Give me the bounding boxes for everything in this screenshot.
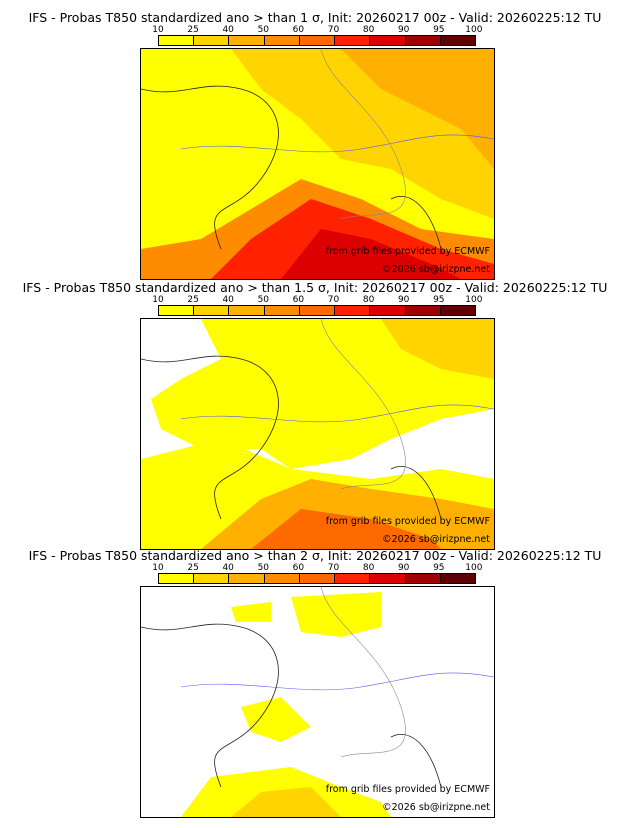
map-fill: [141, 49, 494, 279]
probability-map: from grib files provided by ECMWF ©2026 …: [140, 586, 495, 818]
legend-swatch: [299, 36, 336, 45]
legend-colorbar: [158, 305, 476, 316]
legend-tick: 25: [187, 25, 199, 35]
legend-swatch: [264, 306, 300, 315]
map-fill: [141, 587, 494, 817]
legend-tick: 95: [433, 563, 445, 573]
legend-colorbar: [158, 573, 476, 584]
legend-swatch: [370, 306, 406, 315]
legend-tick: 100: [465, 563, 483, 573]
legend-tick: 70: [327, 25, 340, 35]
legend-swatch: [405, 306, 441, 315]
panel-title: IFS - Probas T850 standardized ano > tha…: [28, 548, 602, 563]
legend-tick: 70: [327, 295, 340, 305]
legend-tick: 40: [222, 295, 234, 305]
legend-swatch: [335, 36, 371, 45]
legend-tick: 10: [152, 563, 164, 573]
panel-title: IFS - Probas T850 standardized ano > tha…: [28, 10, 602, 25]
legend-tick: 10: [152, 25, 164, 35]
map-fill: [141, 319, 494, 549]
legend-tick: 80: [362, 25, 375, 35]
legend-tick: 60: [292, 563, 305, 573]
legend-swatch: [229, 574, 265, 583]
legend-ticks: 10 25 40 50 60 70 80 90 95 100: [152, 295, 482, 305]
legend-tick: 50: [257, 25, 270, 35]
legend-tick: 100: [465, 25, 483, 35]
source-credit: from grib files provided by ECMWF: [325, 784, 490, 795]
legend-tick: 90: [397, 25, 410, 35]
legend-tick: 40: [222, 563, 234, 573]
legend-tick: 100: [465, 295, 483, 305]
legend-tick: 40: [222, 25, 234, 35]
copyright-credit: ©2026 sb@irizpne.net: [382, 802, 490, 813]
legend-swatch: [335, 574, 371, 583]
source-credit: from grib files provided by ECMWF: [325, 516, 490, 527]
legend-tick: 25: [187, 295, 199, 305]
legend-tick: 95: [433, 295, 445, 305]
legend-ticks: 10 25 40 50 60 70 80 90 95 100: [152, 563, 482, 573]
legend-swatch: [264, 36, 300, 45]
legend-ticks: 10 25 40 50 60 70 80 90 95 100: [152, 25, 482, 35]
legend-swatch: [299, 306, 336, 315]
legend-tick: 10: [152, 295, 164, 305]
legend-tick: 90: [397, 295, 410, 305]
legend-swatch: [335, 306, 371, 315]
legend-swatch: [159, 574, 195, 583]
legend-tick: 50: [257, 563, 270, 573]
legend-swatch: [159, 36, 195, 45]
legend-tick: 60: [292, 295, 305, 305]
panel-title: IFS - Probas T850 standardized ano > tha…: [22, 280, 608, 295]
legend-swatch: [299, 574, 336, 583]
copyright-credit: ©2026 sb@irizpne.net: [382, 534, 490, 545]
legend-swatch: [440, 574, 475, 583]
legend-swatch: [405, 574, 441, 583]
legend-swatch: [194, 36, 230, 45]
legend-swatch: [159, 306, 195, 315]
copyright-credit: ©2026 sb@irizpne.net: [382, 264, 490, 275]
legend-swatch: [229, 306, 265, 315]
source-credit: from grib files provided by ECMWF: [325, 246, 490, 257]
legend-tick: 95: [433, 25, 445, 35]
legend-swatch: [440, 306, 475, 315]
legend-swatch: [440, 36, 475, 45]
legend-tick: 70: [327, 563, 340, 573]
legend-tick: 50: [257, 295, 270, 305]
legend-tick: 90: [397, 563, 410, 573]
legend-tick: 60: [292, 25, 305, 35]
legend-swatch: [194, 306, 230, 315]
legend-swatch: [229, 36, 265, 45]
legend-swatch: [194, 574, 230, 583]
legend-tick: 80: [362, 563, 375, 573]
probability-map: from grib files provided by ECMWF ©2026 …: [140, 318, 495, 550]
legend-tick: 80: [362, 295, 375, 305]
legend-swatch: [264, 574, 300, 583]
legend-swatch: [370, 574, 406, 583]
legend-colorbar: [158, 35, 476, 46]
legend-tick: 25: [187, 563, 199, 573]
legend-swatch: [405, 36, 441, 45]
probability-map: from grib files provided by ECMWF ©2026 …: [140, 48, 495, 280]
legend-swatch: [370, 36, 406, 45]
